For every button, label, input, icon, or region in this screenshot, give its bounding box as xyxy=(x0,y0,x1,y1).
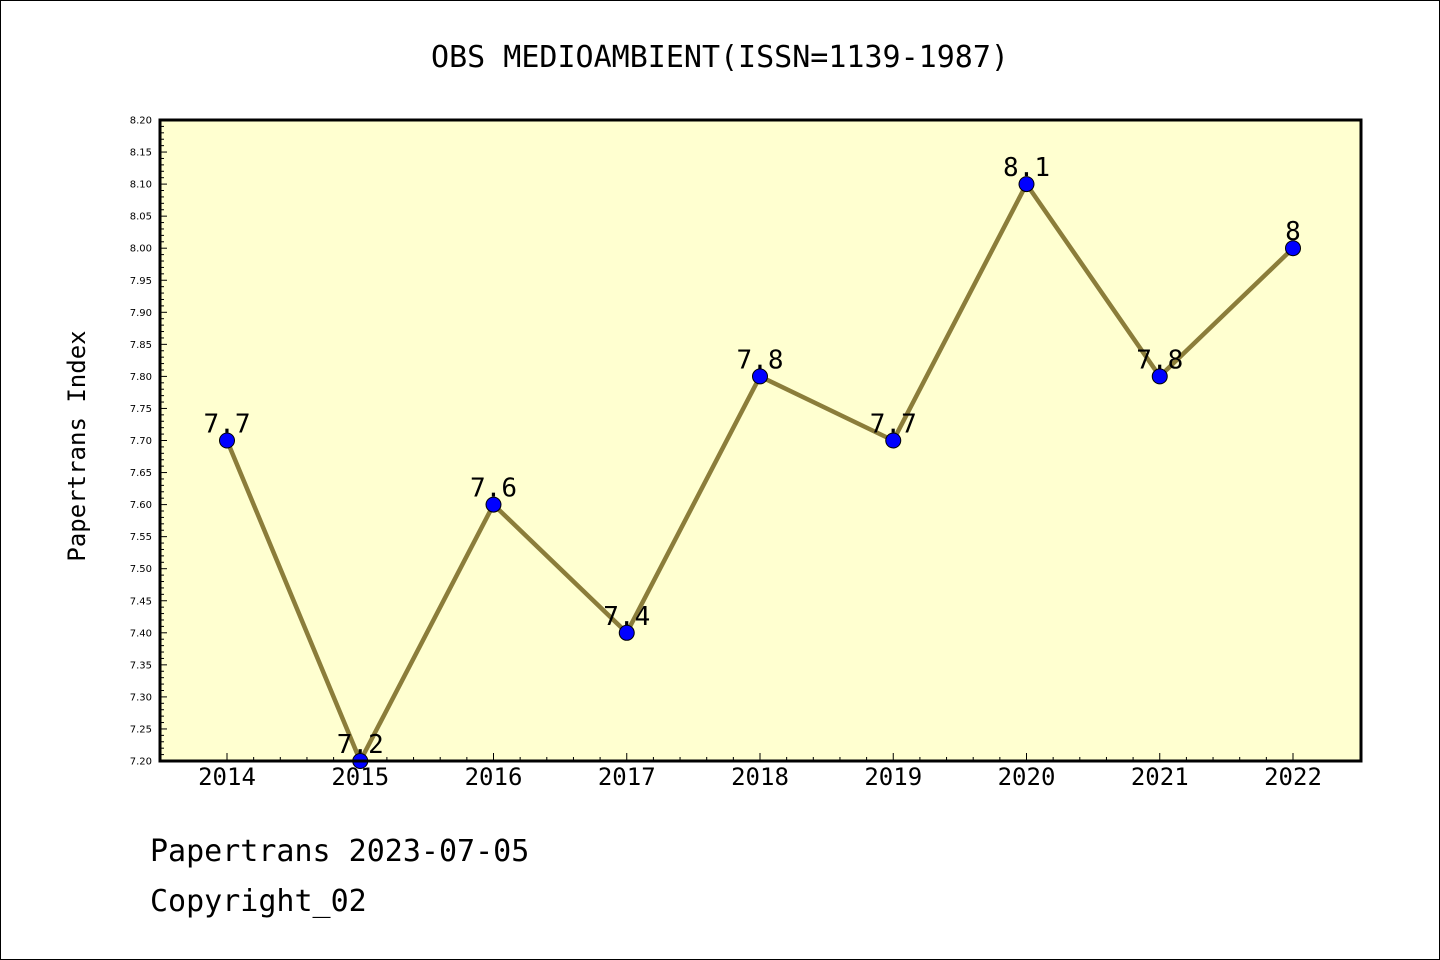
chart-title: OBS MEDIOAMBIENT(ISSN=1139-1987) xyxy=(431,40,1009,75)
data-label: 7.8 xyxy=(1136,345,1183,375)
y-tick-label: 8.05 xyxy=(130,212,152,223)
y-tick-label: 7.80 xyxy=(130,372,152,383)
y-tick-label: 7.75 xyxy=(130,404,152,415)
data-label: 7.7 xyxy=(204,410,251,440)
data-label: 7.7 xyxy=(870,410,917,440)
data-point xyxy=(618,624,635,641)
x-tick-label: 2014 xyxy=(198,763,256,791)
data-label: 8 xyxy=(1285,217,1301,247)
data-label: 7.8 xyxy=(737,345,784,375)
data-point xyxy=(1018,176,1035,193)
y-tick-label: 7.50 xyxy=(130,564,152,575)
y-tick-label: 7.30 xyxy=(130,692,152,703)
y-tick-label: 7.65 xyxy=(130,468,152,479)
series-markers xyxy=(219,176,1301,769)
data-point xyxy=(885,432,902,449)
y-tick-label: 8.15 xyxy=(130,148,152,159)
y-tick-label: 7.40 xyxy=(130,628,152,639)
y-tick-label: 8.20 xyxy=(130,116,152,127)
y-tick-label: 7.35 xyxy=(130,660,152,671)
data-point xyxy=(752,368,768,385)
x-tick-label: 2022 xyxy=(1264,763,1322,791)
data-label: 7.6 xyxy=(470,474,517,504)
y-tick-label: 7.55 xyxy=(130,532,152,543)
y-axis-label: Papertrans Index xyxy=(63,330,91,561)
y-tick-label: 7.25 xyxy=(130,724,152,735)
data-labels: 7.7 7.2 7.6 7.4 7.8 7.7 8.1 7.8 8 xyxy=(204,153,1301,760)
y-tick-label: 8.00 xyxy=(130,244,152,255)
data-point xyxy=(1285,240,1301,257)
y-tick-label: 7.60 xyxy=(130,500,152,511)
x-tick-label: 2020 xyxy=(998,763,1056,791)
x-tick-label: 2016 xyxy=(465,763,523,791)
y-tick-label: 7.85 xyxy=(130,340,152,351)
y-tick-label: 7.70 xyxy=(130,436,152,447)
x-axis-ticks: 2014 2015 2016 2017 2018 2019 2020 2021 2022 xyxy=(198,753,1322,791)
data-point xyxy=(1151,368,1168,385)
y-tick-label: 8.10 xyxy=(130,180,152,191)
y-tick-label: 7.90 xyxy=(130,308,152,319)
data-label: 7.2 xyxy=(337,730,384,760)
data-point xyxy=(485,496,502,513)
x-tick-label: 2017 xyxy=(598,763,656,791)
y-tick-label: 7.20 xyxy=(130,757,152,768)
data-point xyxy=(219,432,235,449)
footer-date: Papertrans 2023-07-05 xyxy=(150,834,530,869)
plot-border xyxy=(158,118,1363,763)
footer-copyright: Copyright_02 xyxy=(150,884,367,919)
plot-area xyxy=(160,120,1361,761)
x-tick-label: 2018 xyxy=(731,763,789,791)
y-tick-label: 7.95 xyxy=(130,276,152,287)
x-tick-label: 2021 xyxy=(1131,763,1189,791)
data-label: 8.1 xyxy=(1003,153,1050,183)
y-tick-label: 7.45 xyxy=(130,596,152,607)
data-label: 7.4 xyxy=(603,602,650,632)
x-tick-label: 2019 xyxy=(864,763,922,791)
